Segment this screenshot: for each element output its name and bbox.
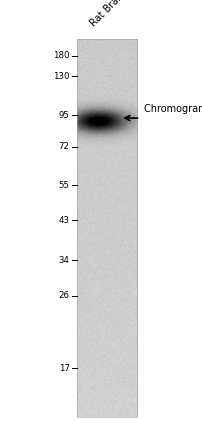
Text: 180: 180 bbox=[53, 51, 70, 60]
Bar bbox=[77, 39, 137, 417]
Text: 17: 17 bbox=[59, 364, 70, 372]
Text: Rat Brain: Rat Brain bbox=[88, 0, 128, 28]
Text: Chromogranin A: Chromogranin A bbox=[144, 104, 202, 115]
Text: 34: 34 bbox=[59, 256, 70, 265]
Text: 55: 55 bbox=[59, 181, 70, 190]
Text: 95: 95 bbox=[59, 111, 70, 119]
Text: 72: 72 bbox=[59, 142, 70, 151]
Text: 26: 26 bbox=[59, 292, 70, 300]
Text: 43: 43 bbox=[59, 216, 70, 225]
Text: 130: 130 bbox=[53, 72, 70, 81]
